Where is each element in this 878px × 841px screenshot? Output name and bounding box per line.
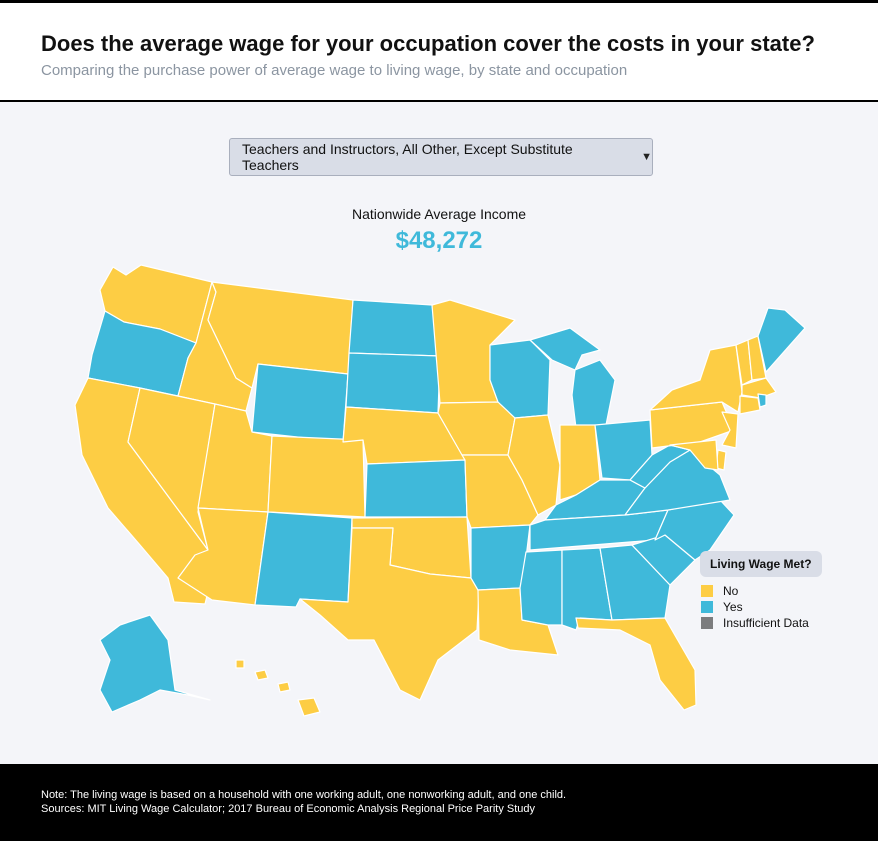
nationwide-label: Nationwide Average Income xyxy=(351,206,527,222)
state-IL[interactable] xyxy=(507,414,561,516)
state-GA[interactable] xyxy=(599,544,671,621)
page-subtitle: Comparing the purchase power of average … xyxy=(41,62,628,79)
state-NM[interactable] xyxy=(254,511,353,608)
state-NY[interactable] xyxy=(649,344,743,413)
nationwide-value: $48,272 xyxy=(395,227,483,254)
state-ND[interactable] xyxy=(348,299,441,357)
state-CT[interactable] xyxy=(739,395,761,415)
state-WY[interactable] xyxy=(251,363,349,443)
state-MD[interactable] xyxy=(669,439,719,471)
caret-down-icon: ▼ xyxy=(641,151,652,163)
occupation-select[interactable]: Teachers and Instructors, All Other, Exc… xyxy=(229,138,653,176)
state-MA[interactable] xyxy=(741,377,777,399)
legend-item-no: No xyxy=(701,584,738,598)
legend-swatch-insufficient xyxy=(701,617,713,629)
state-KS[interactable] xyxy=(364,459,468,518)
legend-item-insufficient: Insufficient Data xyxy=(701,616,809,630)
legend-label-no: No xyxy=(723,584,739,598)
page-title: Does the average wage for your occupatio… xyxy=(41,31,815,56)
state-NJ[interactable] xyxy=(721,411,739,449)
state-FL[interactable] xyxy=(575,617,697,711)
footer-sources: Sources: MIT Living Wage Calculator; 201… xyxy=(41,803,536,815)
state-ME[interactable] xyxy=(757,307,806,373)
header: Does the average wage for your occupatio… xyxy=(0,3,878,102)
legend-swatch-no xyxy=(701,585,713,597)
occupation-select-value: Teachers and Instructors, All Other, Exc… xyxy=(242,141,573,173)
state-RI[interactable] xyxy=(757,393,767,408)
state-HI[interactable] xyxy=(235,659,321,717)
footer: Note: The living wage is based on a hous… xyxy=(0,764,878,841)
legend-label-yes: Yes xyxy=(723,600,743,614)
legend-title: Living Wage Met? xyxy=(700,551,822,577)
top-rule xyxy=(0,0,878,3)
legend-label-insufficient: Insufficient Data xyxy=(723,616,809,630)
legend-swatch-yes xyxy=(701,601,713,613)
legend-item-yes: Yes xyxy=(701,600,743,614)
state-MS[interactable] xyxy=(519,549,563,626)
state-SD[interactable] xyxy=(345,352,441,414)
state-TX[interactable] xyxy=(299,527,480,701)
state-MI[interactable] xyxy=(529,327,616,429)
state-AK[interactable] xyxy=(99,614,211,713)
state-CO[interactable] xyxy=(267,435,366,518)
footer-note: Note: The living wage is based on a hous… xyxy=(41,789,567,801)
